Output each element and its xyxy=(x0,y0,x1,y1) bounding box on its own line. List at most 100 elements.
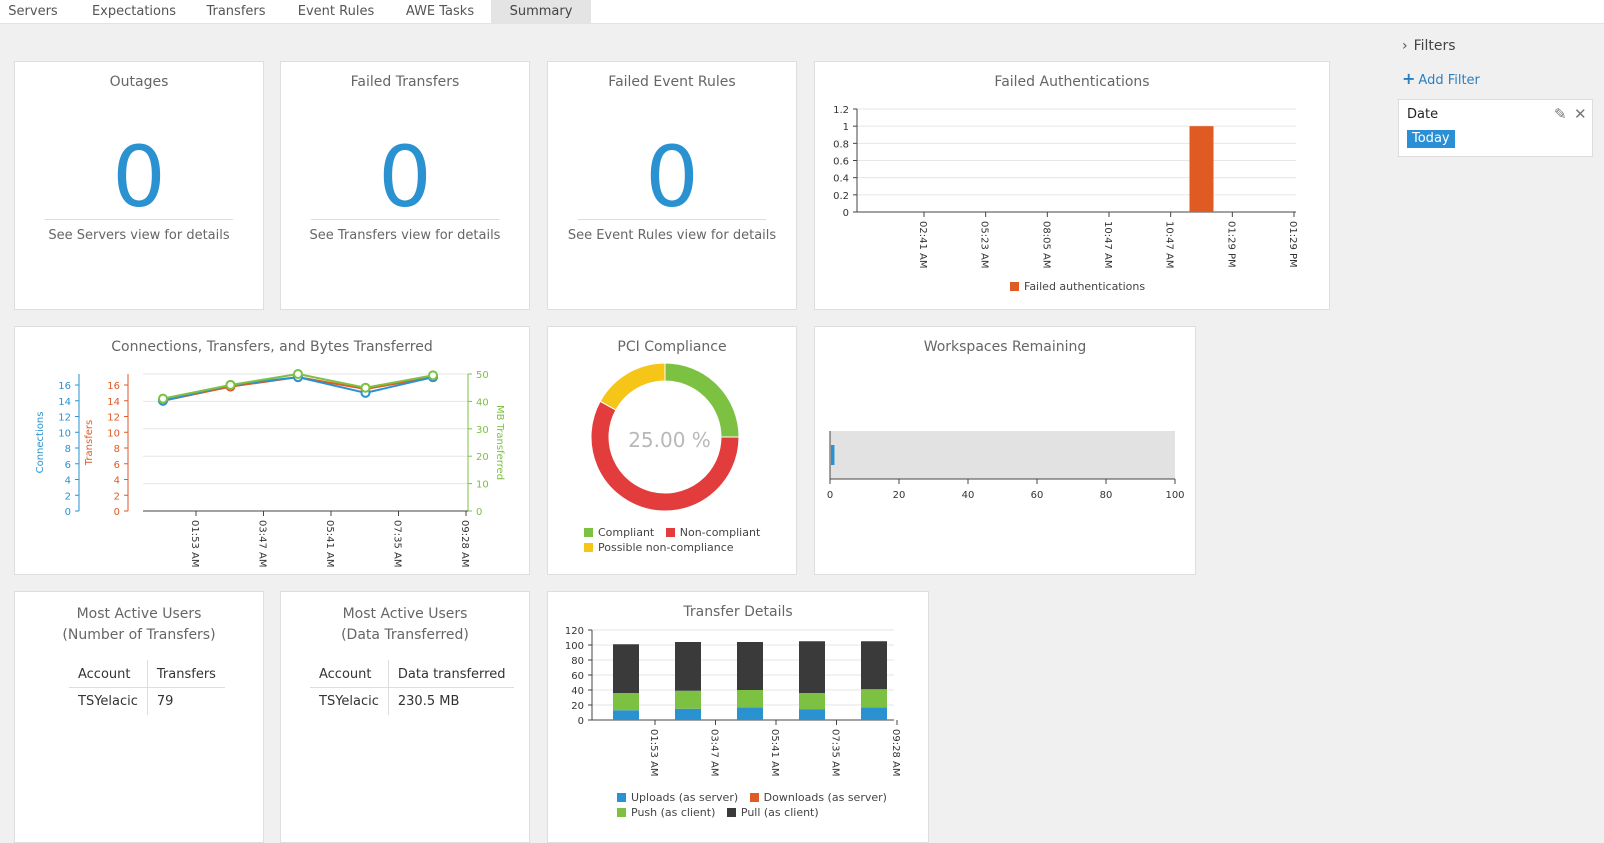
pie-slice-possible-non-compliance xyxy=(599,362,666,411)
y-tick-label: 12 xyxy=(58,413,71,424)
title-line: Most Active Users xyxy=(76,606,202,622)
bar-segment-uploads-as-server xyxy=(675,708,701,720)
legend-label: Push (as client) xyxy=(631,806,716,819)
tab-summary[interactable]: Summary xyxy=(491,0,591,24)
legend-swatch xyxy=(726,808,736,817)
bar-segment-pull-as-client xyxy=(675,642,701,691)
legend-swatch xyxy=(584,528,593,537)
most-active-transfers-table: Account Transfers TSYelacic 79 xyxy=(69,660,225,715)
y-tick-label: 0 xyxy=(114,507,120,518)
y-tick-label: 0.2 xyxy=(833,191,849,202)
legend-label: Compliant xyxy=(598,526,655,539)
pci-legend: Compliant Non-compliant Possible non-com… xyxy=(584,525,760,555)
x-tick-label: 01:53 AM xyxy=(189,520,200,567)
y-tick-label: 0.4 xyxy=(833,174,849,185)
legend-row: Possible non-compliance xyxy=(584,540,760,555)
y-tick-label: 6 xyxy=(114,460,120,471)
y-tick-label: 0.6 xyxy=(833,157,849,168)
filters-heading: Filters xyxy=(1413,38,1456,54)
bar-segment-uploads-as-server xyxy=(613,710,639,720)
x-tick-label: 10:47 AM xyxy=(1164,221,1175,268)
outages-details: See Servers view for details xyxy=(48,228,230,243)
y-axis-label: MB Transferred xyxy=(494,405,505,480)
bar-segment-uploads-as-server xyxy=(737,707,763,720)
tab-awe-tasks[interactable]: AWE Tasks xyxy=(405,4,475,19)
divider xyxy=(311,219,499,220)
workspaces-title: Workspaces Remaining xyxy=(923,339,1087,355)
failed-authentications-panel: Failed Authentications 1.2 1 0.8 0.6 0.4 0.2 0… xyxy=(814,61,1330,310)
filters-pane: › Filters + Add Filter Date ✎ ✕ Today xyxy=(1386,25,1604,830)
x-tick-label: 05:41 AM xyxy=(324,520,335,567)
table-header-row: Account Transfers xyxy=(69,660,225,688)
failed-event-rules-panel: Failed Event Rules 0 See Event Rules vie… xyxy=(547,61,797,310)
data-transferred-value: 230.5 MB xyxy=(387,687,515,715)
y-tick-label: 20 xyxy=(476,452,489,463)
y-tick-label: 2 xyxy=(114,491,120,502)
pci-compliance-title: PCI Compliance xyxy=(617,339,727,355)
y-axis-label: Connections xyxy=(35,412,46,474)
most-active-users-data-panel: Most Active Users (Data Transferred) Acc… xyxy=(280,591,530,843)
y-tick-label: 14 xyxy=(107,397,120,408)
y-tick-label: 0 xyxy=(65,507,71,518)
close-icon[interactable]: ✕ xyxy=(1574,105,1587,123)
x-tick-label: 40 xyxy=(962,490,975,501)
legend-swatch xyxy=(749,793,759,802)
bar-segment-pull-as-client xyxy=(799,641,825,693)
outages-panel: Outages 0 See Servers view for details xyxy=(14,61,264,310)
data-point xyxy=(428,370,438,381)
date-filter-title: Date xyxy=(1407,107,1439,122)
y-tick-label: 20 xyxy=(571,701,584,712)
workspaces-panel: Workspaces Remaining 0 20 40 60 80 100 xyxy=(814,326,1196,575)
data-point xyxy=(360,382,371,393)
tab-event-rules[interactable]: Event Rules xyxy=(297,4,375,19)
y-tick-label: 40 xyxy=(476,397,489,408)
x-tick-label: 02:41 AM xyxy=(917,221,928,268)
date-filter-value[interactable]: Today xyxy=(1407,130,1455,148)
failed-transfers-title: Failed Transfers xyxy=(350,74,460,90)
failed-authentications-chart: 1.2 1 0.8 0.6 0.4 0.2 0 02:41 AM 05:23 AM 08:05 A… xyxy=(833,105,1298,268)
pie-slice-non-compliant xyxy=(590,400,740,512)
data-point xyxy=(225,379,236,390)
legend-label: Failed authentications xyxy=(1024,280,1146,293)
y-tick-label: 14 xyxy=(58,397,71,408)
x-tick-label: 07:35 AM xyxy=(830,729,841,776)
transfer-details-title: Transfer Details xyxy=(683,604,793,620)
legend-label: Possible non-compliance xyxy=(598,541,734,554)
failed-transfers-panel: Failed Transfers 0 See Transfers view fo… xyxy=(280,61,530,310)
tab-transfers[interactable]: Transfers xyxy=(206,4,266,19)
bar-segment-uploads-as-server xyxy=(861,707,887,720)
x-tick-label: 01:29 PM xyxy=(1287,221,1298,268)
y-tick-label: 1 xyxy=(843,122,849,133)
bar-segment-uploads-as-server xyxy=(799,709,825,720)
tab-servers[interactable]: Servers xyxy=(8,4,58,19)
tab-expectations[interactable]: Expectations xyxy=(91,4,177,19)
bar-segment-push-as-client xyxy=(799,693,825,710)
pci-compliance-panel: PCI Compliance 25.00 % Compliant Non-com… xyxy=(547,326,797,575)
y-tick-label: 60 xyxy=(571,671,584,682)
y-tick-label: 0 xyxy=(843,208,849,219)
account-link[interactable]: TSYelacic xyxy=(319,694,379,709)
failed-authentications-title: Failed Authentications xyxy=(994,74,1150,90)
add-filter-button[interactable]: + Add Filter xyxy=(1402,69,1480,88)
filters-toggle[interactable]: › Filters xyxy=(1402,38,1456,54)
x-tick-label: 05:41 AM xyxy=(769,729,780,776)
x-tick-label: 60 xyxy=(1031,490,1044,501)
x-tick-label: 09:28 AM xyxy=(890,729,901,776)
x-tick-label: 08:05 AM xyxy=(1040,221,1051,268)
most-active-transfers-title: Most Active Users (Number of Transfers) xyxy=(15,604,263,646)
most-active-users-transfers-panel: Most Active Users (Number of Transfers) … xyxy=(14,591,264,843)
most-active-data-table: Account Data transferred TSYelacic 230.5… xyxy=(310,660,515,715)
y-axis-label: Transfers xyxy=(84,420,95,466)
legend-swatch xyxy=(584,543,593,552)
y-tick-label: 12 xyxy=(107,413,120,424)
y-tick-label: 120 xyxy=(565,626,584,637)
legend-row: Uploads (as server) Downloads (as server… xyxy=(617,790,887,805)
bar-segment-push-as-client xyxy=(675,690,701,709)
title-line: (Data Transferred) xyxy=(341,627,469,643)
y-tick-label: 2 xyxy=(65,491,71,502)
connections-chart: 1614121086420Connections1614121086420Tra… xyxy=(35,369,505,567)
bar-segment-push-as-client xyxy=(613,693,639,711)
edit-icon[interactable]: ✎ xyxy=(1554,105,1567,123)
account-link[interactable]: TSYelacic xyxy=(78,694,138,709)
y-tick-label: 8 xyxy=(114,444,120,455)
